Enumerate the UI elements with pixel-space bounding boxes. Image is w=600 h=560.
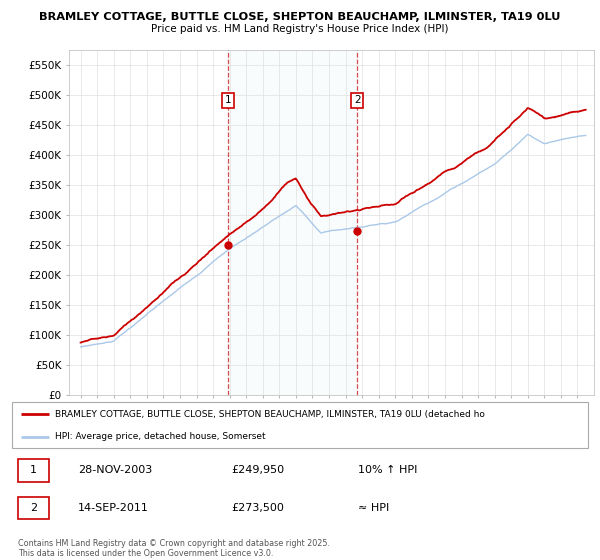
Text: Price paid vs. HM Land Registry's House Price Index (HPI): Price paid vs. HM Land Registry's House …: [151, 24, 449, 34]
FancyBboxPatch shape: [18, 459, 49, 482]
FancyBboxPatch shape: [18, 497, 49, 519]
Text: HPI: Average price, detached house, Somerset: HPI: Average price, detached house, Some…: [55, 432, 266, 441]
FancyBboxPatch shape: [12, 402, 588, 448]
Text: £249,950: £249,950: [231, 465, 284, 475]
Text: This data is licensed under the Open Government Licence v3.0.: This data is licensed under the Open Gov…: [18, 549, 274, 558]
Text: ≈ HPI: ≈ HPI: [358, 503, 389, 513]
Text: BRAMLEY COTTAGE, BUTTLE CLOSE, SHEPTON BEAUCHAMP, ILMINSTER, TA19 0LU (detached : BRAMLEY COTTAGE, BUTTLE CLOSE, SHEPTON B…: [55, 410, 485, 419]
Text: 14-SEP-2011: 14-SEP-2011: [78, 503, 149, 513]
Bar: [228, 50, 358, 395]
Text: 2: 2: [354, 95, 361, 105]
Text: 1: 1: [30, 465, 37, 475]
Text: £273,500: £273,500: [231, 503, 284, 513]
Text: Contains HM Land Registry data © Crown copyright and database right 2025.: Contains HM Land Registry data © Crown c…: [18, 539, 330, 548]
Text: 1: 1: [225, 95, 232, 105]
Text: 10% ↑ HPI: 10% ↑ HPI: [358, 465, 417, 475]
Text: BRAMLEY COTTAGE, BUTTLE CLOSE, SHEPTON BEAUCHAMP, ILMINSTER, TA19 0LU: BRAMLEY COTTAGE, BUTTLE CLOSE, SHEPTON B…: [40, 12, 560, 22]
Text: 2: 2: [30, 503, 37, 513]
Text: 28-NOV-2003: 28-NOV-2003: [78, 465, 152, 475]
